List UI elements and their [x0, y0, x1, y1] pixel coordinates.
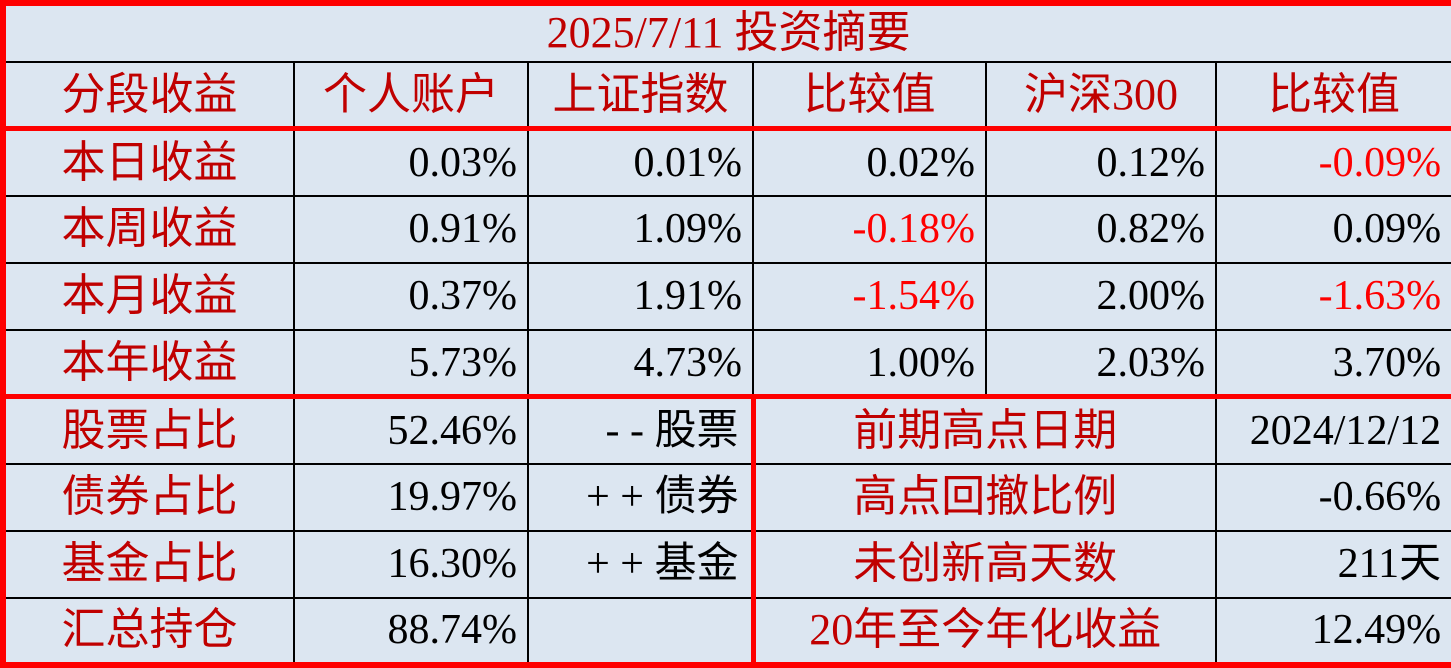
value-cell: 3.70%	[1214, 328, 1451, 400]
value-cell: -0.09%	[1214, 127, 1451, 197]
value-cell: 4.73%	[527, 328, 754, 400]
stat-label: 未创新高天数	[750, 529, 1217, 599]
value-cell: 1.00%	[752, 328, 987, 400]
stat-value: 12.49%	[1214, 596, 1451, 667]
value-cell: 1.91%	[527, 261, 754, 331]
row-label: 本日收益	[2, 127, 295, 197]
value-cell: 0.09%	[1214, 194, 1451, 264]
value-cell: 52.46%	[293, 394, 529, 465]
trend-indicator: + + 基金	[527, 529, 754, 599]
table-row-stock-allocation: 股票占比 52.46% - - 股票 前期高点日期 2024/12/12	[2, 394, 1451, 465]
table-row-bond-allocation: 债券占比 19.97% + + 债券 高点回撤比例 -0.66%	[2, 462, 1451, 532]
value-cell: 5.73%	[293, 328, 529, 400]
row-label: 汇总持仓	[2, 596, 295, 667]
stat-value: 211天	[1214, 529, 1451, 599]
page-title: 2025/7/11 投资摘要	[3, 3, 1451, 63]
value-cell: 16.30%	[293, 529, 529, 599]
value-cell: 0.01%	[527, 127, 754, 197]
row-label: 本周收益	[2, 194, 295, 264]
header-csi300: 沪深300	[985, 60, 1217, 132]
value-cell: 0.37%	[293, 261, 529, 331]
value-cell: 1.09%	[527, 194, 754, 264]
value-cell: 0.12%	[985, 127, 1217, 197]
table-row-total-position: 汇总持仓 88.74% 20年至今年化收益 12.49%	[2, 596, 1451, 667]
value-cell: 88.74%	[293, 596, 529, 667]
value-cell: 2.03%	[985, 328, 1217, 400]
row-label: 基金占比	[2, 529, 295, 599]
row-label: 本年收益	[2, 328, 295, 400]
table-row-yearly-return: 本年收益 5.73% 4.73% 1.00% 2.03% 3.70%	[2, 328, 1451, 400]
value-cell: 0.91%	[293, 194, 529, 264]
header-comparison-2: 比较值	[1214, 60, 1451, 132]
value-cell: -1.63%	[1214, 261, 1451, 331]
table-row-daily-return: 本日收益 0.03% 0.01% 0.02% 0.12% -0.09%	[2, 127, 1451, 197]
table-row-fund-allocation: 基金占比 16.30% + + 基金 未创新高天数 211天	[2, 529, 1451, 599]
trend-indicator-empty	[527, 596, 754, 667]
row-label: 股票占比	[2, 394, 295, 465]
value-cell: -1.54%	[752, 261, 987, 331]
header-comparison-1: 比较值	[752, 60, 987, 132]
stat-label: 高点回撤比例	[750, 462, 1217, 532]
header-segment-return: 分段收益	[2, 60, 295, 132]
row-label: 本月收益	[2, 261, 295, 331]
value-cell: -0.18%	[752, 194, 987, 264]
stat-value: 2024/12/12	[1214, 394, 1451, 465]
value-cell: 0.03%	[293, 127, 529, 197]
header-personal-account: 个人账户	[293, 60, 529, 132]
stat-label: 前期高点日期	[750, 394, 1217, 465]
value-cell: 0.02%	[752, 127, 987, 197]
header-sse-index: 上证指数	[527, 60, 754, 132]
stat-label: 20年至今年化收益	[750, 596, 1217, 667]
value-cell: 0.82%	[985, 194, 1217, 264]
table-row-monthly-return: 本月收益 0.37% 1.91% -1.54% 2.00% -1.63%	[2, 261, 1451, 331]
value-cell: 19.97%	[293, 462, 529, 532]
value-cell: 2.00%	[985, 261, 1217, 331]
table-row-weekly-return: 本周收益 0.91% 1.09% -0.18% 0.82% 0.09%	[2, 194, 1451, 264]
row-label: 债券占比	[2, 462, 295, 532]
stat-value: -0.66%	[1214, 462, 1451, 532]
trend-indicator: - - 股票	[527, 394, 754, 465]
trend-indicator: + + 债券	[527, 462, 754, 532]
